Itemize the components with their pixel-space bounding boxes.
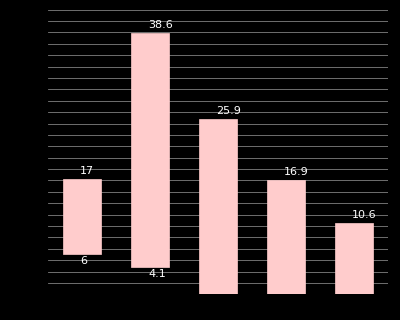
Bar xyxy=(199,119,237,294)
Bar xyxy=(267,180,305,294)
Text: 10.6: 10.6 xyxy=(352,210,376,220)
Text: 38.6: 38.6 xyxy=(148,20,173,30)
Text: 16.9: 16.9 xyxy=(284,167,309,177)
Text: 25.9: 25.9 xyxy=(216,106,241,116)
Text: 4.1: 4.1 xyxy=(148,269,166,279)
Text: 6: 6 xyxy=(80,256,87,267)
Bar xyxy=(131,33,169,267)
Bar xyxy=(63,179,101,254)
Text: 17: 17 xyxy=(80,166,94,176)
Bar xyxy=(335,222,373,294)
